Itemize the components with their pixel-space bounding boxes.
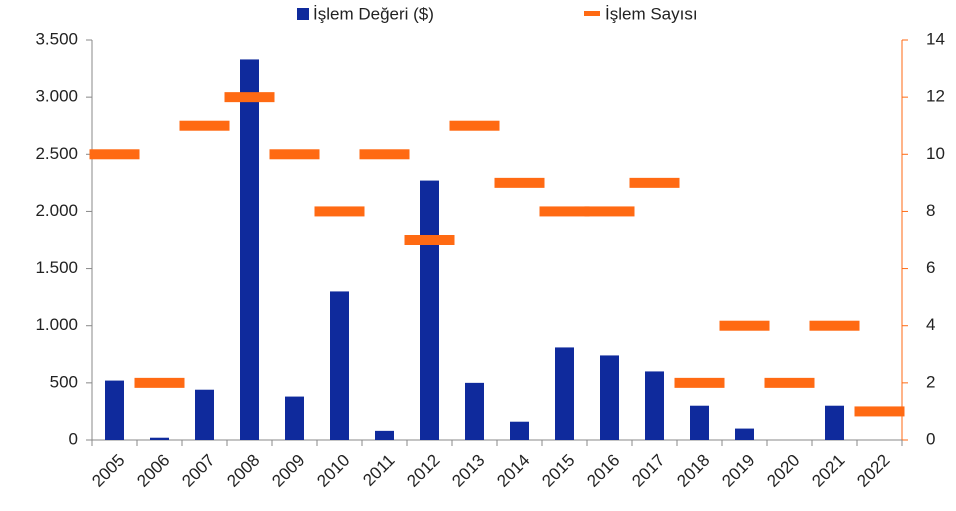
x-tick-label: 2018 [673, 451, 713, 491]
dash-marker [539, 206, 590, 217]
y-tick-label: 3.500 [35, 29, 78, 48]
bar [555, 347, 574, 440]
bar [420, 180, 439, 441]
y-tick-label: 2.000 [35, 201, 78, 220]
legend-label: İşlem Değeri ($) [313, 4, 434, 23]
dash-marker [134, 377, 185, 388]
x-tick-label: 2013 [448, 451, 488, 491]
bar [330, 291, 349, 440]
dash-marker [449, 120, 500, 131]
y2-tick-label: 8 [926, 201, 935, 220]
dash-marker [494, 177, 545, 188]
bar [465, 382, 484, 440]
bar [150, 437, 169, 440]
x-tick-label: 2009 [268, 451, 308, 491]
x-tick-label: 2017 [628, 451, 668, 491]
x-tick-label: 2008 [223, 451, 263, 491]
dash-marker [764, 377, 815, 388]
y2-tick-label: 4 [926, 315, 935, 334]
dash-marker [89, 149, 140, 160]
x-tick-label: 2015 [538, 451, 578, 491]
legend-label: İşlem Sayısı [605, 4, 698, 23]
dash-marker [674, 377, 725, 388]
y-tick-label: 1.000 [35, 315, 78, 334]
bar [375, 430, 394, 440]
y-tick-label: 2.500 [35, 144, 78, 163]
dash-marker [404, 235, 455, 245]
dash-marker [809, 320, 860, 331]
x-tick-label: 2010 [313, 451, 353, 491]
y2-tick-label: 2 [926, 372, 935, 391]
x-tick-label: 2016 [583, 451, 623, 491]
y-tick-label: 0 [69, 429, 78, 448]
x-tick-label: 2020 [763, 451, 803, 491]
bar [645, 371, 664, 440]
bar [195, 389, 214, 440]
x-tick-label: 2005 [88, 451, 128, 491]
dash-marker [359, 149, 410, 160]
legend-swatch [584, 11, 600, 16]
y-tick-label: 500 [50, 372, 78, 391]
bar [510, 421, 529, 440]
bar [105, 380, 124, 440]
bar [600, 355, 619, 440]
bar [825, 405, 844, 440]
legend-swatch [297, 8, 309, 20]
dash-marker [719, 320, 770, 331]
bar [735, 428, 754, 440]
dash-marker [269, 149, 320, 160]
dash-marker [854, 406, 905, 417]
x-tick-label: 2019 [718, 451, 758, 491]
y-tick-label: 3.000 [35, 87, 78, 106]
y-tick-label: 1.500 [35, 258, 78, 277]
y2-tick-label: 10 [926, 144, 945, 163]
y2-tick-label: 12 [926, 87, 945, 106]
y2-tick-label: 6 [926, 258, 935, 277]
x-tick-label: 2011 [359, 451, 398, 490]
bar [690, 405, 709, 440]
x-tick-label: 2022 [853, 451, 893, 491]
dash-marker [629, 177, 680, 188]
y2-tick-label: 0 [926, 429, 935, 448]
dash-marker [224, 92, 275, 103]
dash-marker [314, 206, 365, 217]
bar [285, 396, 304, 440]
x-tick-label: 2006 [133, 451, 173, 491]
bar [240, 59, 259, 441]
x-tick-label: 2007 [178, 451, 218, 491]
dash-marker [584, 206, 635, 217]
x-tick-label: 2012 [403, 451, 443, 491]
dash-marker [179, 120, 230, 131]
y2-tick-label: 14 [926, 29, 945, 48]
x-tick-label: 2021 [808, 451, 848, 491]
x-tick-label: 2014 [493, 451, 533, 491]
